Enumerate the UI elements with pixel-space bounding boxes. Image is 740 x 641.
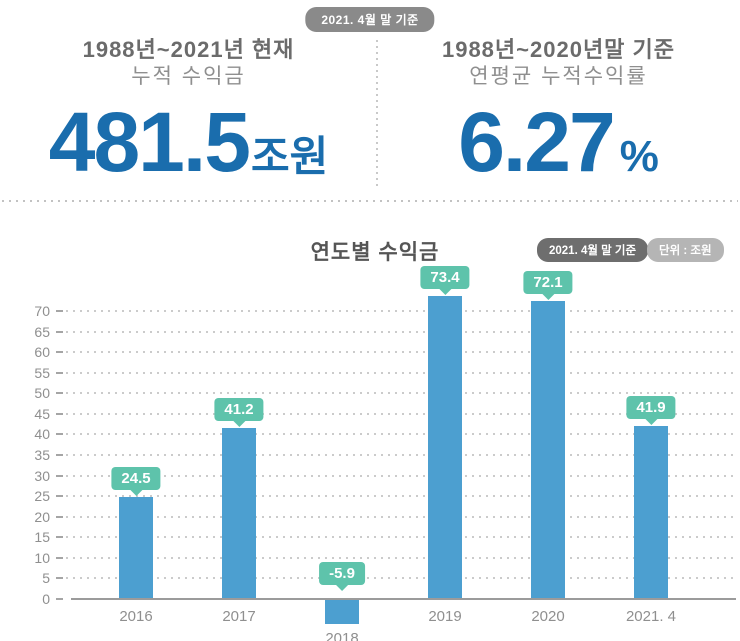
vertical-dotted-divider	[376, 40, 378, 190]
y-tick-mark	[56, 475, 63, 477]
y-tick-label: 25	[34, 488, 50, 504]
stat-number: 481.5	[48, 95, 251, 190]
stat-title: 1988년~2021년 현재	[82, 37, 295, 62]
y-tick-mark	[56, 536, 63, 538]
y-tick-label: 40	[34, 426, 50, 442]
gridline	[66, 372, 736, 374]
y-tick-label: 35	[34, 447, 50, 463]
y-tick-mark	[56, 392, 63, 394]
as-of-date-badge: 2021. 4월 말 기준	[305, 7, 435, 32]
y-tick-label: 70	[34, 303, 50, 319]
y-tick-mark	[56, 577, 63, 579]
gridline	[66, 413, 736, 415]
bar	[634, 426, 668, 598]
value-label: 41.2	[214, 398, 264, 421]
gridline	[66, 495, 736, 497]
y-tick-label: 30	[34, 468, 50, 484]
stat-average-return: 1988년~2020년말 기준 연평균 누적수익률 6.27%	[377, 37, 740, 184]
y-tick-label: 15	[34, 529, 50, 545]
x-axis-line	[71, 598, 736, 600]
y-tick-mark	[56, 557, 63, 559]
y-tick-mark	[56, 516, 63, 518]
y-tick-label: 0	[42, 591, 50, 607]
value-label: 24.5	[111, 467, 161, 490]
y-tick-label: 20	[34, 509, 50, 525]
gridline	[66, 454, 736, 456]
y-tick-label: 60	[34, 344, 50, 360]
x-axis-label: 2016	[119, 608, 153, 625]
chart-unit-badge: 단위 : 조원	[647, 238, 724, 262]
y-tick-label: 45	[34, 406, 50, 422]
gridline	[66, 310, 736, 312]
y-tick-label: 5	[42, 570, 50, 586]
y-tick-label: 10	[34, 550, 50, 566]
gridline	[66, 331, 736, 333]
stat-unit: %	[619, 132, 659, 182]
gridline	[66, 433, 736, 435]
stat-number: 6.27	[458, 95, 615, 190]
y-tick-mark	[56, 372, 63, 374]
y-tick-mark	[56, 433, 63, 435]
x-axis-label: 2021. 4	[625, 608, 677, 625]
stat-value: 6.27%	[377, 100, 740, 184]
bar	[119, 497, 153, 598]
gridline	[66, 577, 736, 579]
stat-unit: 조원	[250, 133, 329, 181]
x-axis-label: 2018	[325, 630, 359, 641]
gridline	[66, 516, 736, 518]
x-axis-label: 2019	[428, 608, 462, 625]
bar	[222, 428, 256, 598]
y-tick-mark	[56, 454, 63, 456]
y-tick-label: 55	[34, 365, 50, 381]
y-tick-mark	[56, 310, 63, 312]
y-tick-label: 50	[34, 385, 50, 401]
x-axis-label: 2017	[222, 608, 256, 625]
value-label: 72.1	[523, 271, 573, 294]
chart-date-badge: 2021. 4월 말 기준	[537, 238, 649, 262]
y-tick-mark	[56, 413, 63, 415]
y-tick-mark	[56, 495, 63, 497]
stat-cumulative-profit: 1988년~2021년 현재 누적 수익금 481.5조원	[0, 37, 377, 184]
horizontal-dotted-divider	[2, 200, 738, 202]
y-tick-mark	[56, 598, 63, 600]
y-tick-mark	[56, 331, 63, 333]
gridline	[66, 392, 736, 394]
bar	[325, 600, 359, 624]
stat-title: 1988년~2020년말 기준	[441, 37, 676, 62]
value-label: 73.4	[420, 266, 470, 289]
value-label: 41.9	[626, 396, 676, 419]
value-label: -5.9	[319, 562, 365, 585]
gridline	[66, 557, 736, 559]
gridline	[66, 475, 736, 477]
gridline	[66, 351, 736, 353]
stat-subtitle: 연평균 누적수익률	[469, 65, 648, 89]
stat-subtitle: 누적 수익금	[131, 65, 246, 89]
x-axis-label: 2020	[531, 608, 565, 625]
stat-value: 481.5조원	[0, 100, 377, 184]
bar	[428, 296, 462, 598]
y-tick-label: 65	[34, 324, 50, 340]
chart-title: 연도별 수익금	[310, 241, 440, 264]
bar	[531, 301, 565, 598]
gridline	[66, 536, 736, 538]
y-tick-mark	[56, 351, 63, 353]
